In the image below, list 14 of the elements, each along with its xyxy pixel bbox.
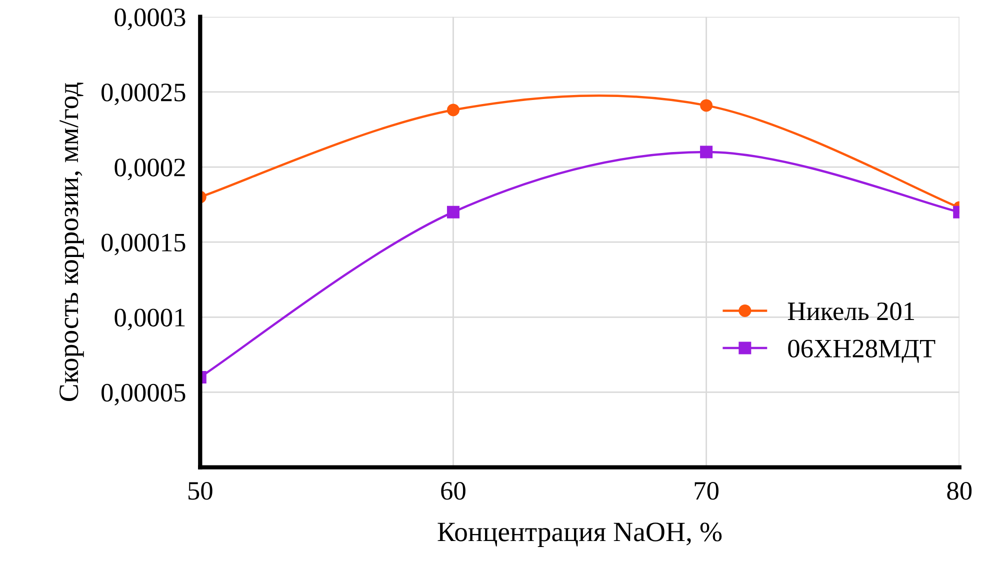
y-tick-label: 0,00005	[102, 384, 186, 406]
legend-label: Никель 201	[788, 302, 914, 320]
x-axis-title: Концентрация NaOH, %	[438, 522, 722, 547]
legend-label: 06ХН28МДТ	[788, 340, 936, 363]
y-tick-label: 0,0003	[114, 8, 186, 30]
x-tick-label: 80	[947, 482, 972, 500]
x-tick-label: 70	[694, 482, 718, 500]
y-tick-label: 0,00015	[102, 234, 186, 256]
y-tick-label: 0,0001	[114, 308, 185, 330]
x-tick-label: 50	[188, 482, 212, 500]
x-tick-label: 60	[441, 482, 466, 500]
y-tick-label: 0,0002	[114, 158, 185, 180]
y-axis-title: Скорость коррозии, мм/год	[60, 82, 84, 401]
y-tick-label: 0,00025	[102, 84, 186, 106]
